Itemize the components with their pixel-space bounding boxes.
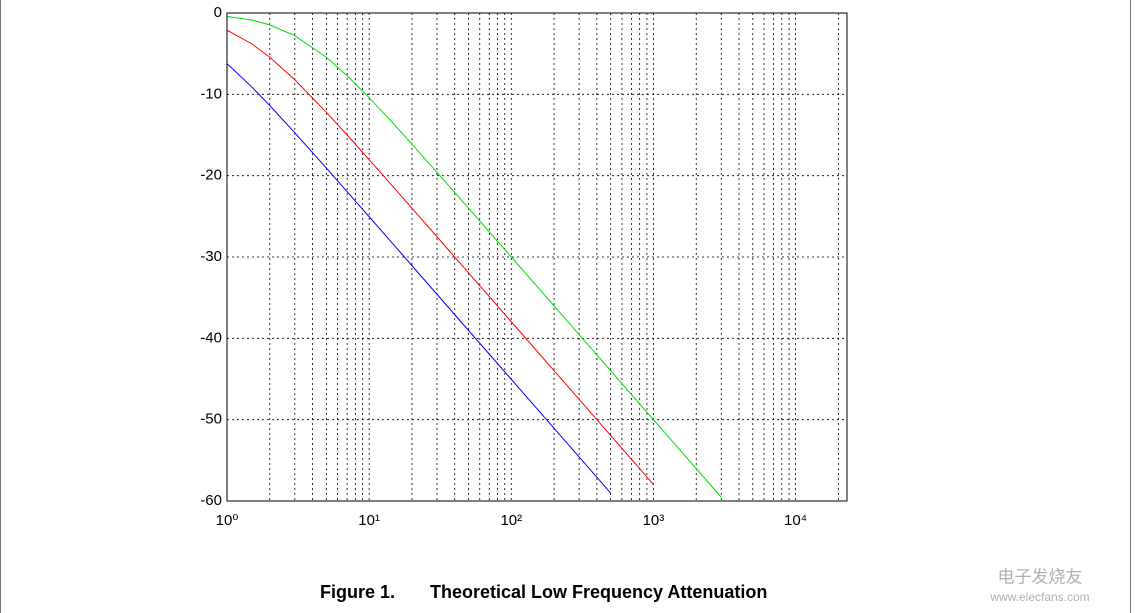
x-tick-label: 10³ [643,512,665,529]
y-tick-label: -40 [200,329,222,346]
caption: Theoretical Low Frequency Attenuation [430,582,767,602]
series-line [226,29,654,485]
x-tick-label: 10⁰ [216,512,239,529]
x-tick-label: 10⁴ [784,512,807,529]
y-tick-label: -50 [200,411,222,428]
caption-label: Figure 1. [320,582,395,602]
y-tick-label: -30 [200,248,222,265]
series-line [226,15,722,498]
x-tick-label: 10² [500,512,522,529]
y-tick-label: -60 [200,492,222,509]
watermark: 电子发烧友 [998,567,1083,586]
plot: 0 -10 -20 -30 -40 -50 -60 10⁰ 10¹ 10² 10³ 10⁴ [200,4,848,529]
watermark: www.elecfans.com [989,590,1089,604]
y-tick-label: -20 [200,167,222,184]
x-tick-label: 10¹ [358,512,380,529]
plot-frame [226,12,848,502]
series-line [226,63,612,494]
y-tick-label: 0 [214,4,222,21]
y-tick-label: -10 [200,85,222,102]
